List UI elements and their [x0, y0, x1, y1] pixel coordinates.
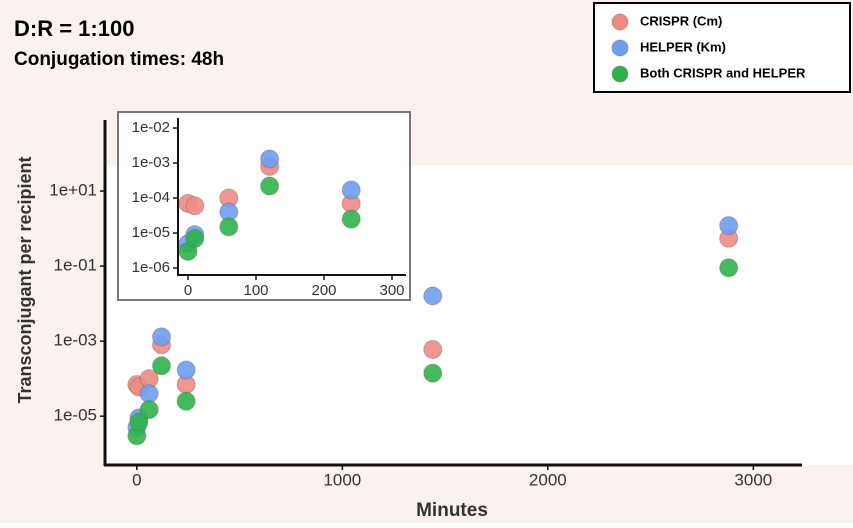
point: [153, 328, 171, 346]
legend-label: HELPER (Km): [640, 39, 726, 54]
y-tick-label: 1e+01: [49, 181, 97, 200]
y-tick-label: 1e-04: [132, 189, 170, 206]
legend-marker: [612, 14, 628, 30]
x-tick-label: 1000: [323, 470, 361, 489]
legend-label: CRISPR (Cm): [640, 13, 722, 28]
chart: D:R = 1:100 Conjugation times: 48h Minut…: [0, 0, 853, 523]
y-tick-label: 1e-05: [132, 224, 170, 241]
y-axis-label: Transconjugant per recipient: [15, 156, 35, 403]
x-tick-label: 0: [184, 282, 192, 299]
point: [424, 340, 442, 358]
chart-title: D:R = 1:100: [14, 16, 134, 41]
x-axis-label: Minutes: [416, 500, 488, 521]
legend-marker: [612, 66, 628, 82]
legend-label: Both CRISPR and HELPER: [640, 65, 806, 80]
y-tick-label: 1e-01: [54, 256, 97, 275]
y-tick-label: 1e-05: [54, 406, 97, 425]
point: [140, 401, 158, 419]
point: [186, 197, 204, 215]
point: [261, 150, 279, 168]
chart-subtitle: Conjugation times: 48h: [14, 49, 224, 70]
point: [140, 385, 158, 403]
point: [186, 229, 204, 247]
x-tick-label: 2000: [529, 470, 567, 489]
point: [342, 181, 360, 199]
x-tick-label: 300: [379, 282, 404, 299]
point: [720, 259, 738, 277]
point: [261, 177, 279, 195]
legend-marker: [612, 40, 628, 56]
y-tick-label: 1e-06: [132, 259, 170, 276]
y-tick-label: 1e-02: [132, 119, 170, 136]
y-tick-label: 1e-03: [54, 331, 97, 350]
point: [220, 218, 238, 236]
point: [424, 287, 442, 305]
x-tick-label: 200: [311, 282, 336, 299]
x-tick-label: 3000: [734, 470, 772, 489]
y-tick-label: 1e-03: [132, 154, 170, 171]
point: [342, 210, 360, 228]
point: [177, 361, 195, 379]
point: [153, 357, 171, 375]
x-tick-label: 0: [132, 470, 141, 489]
point: [177, 392, 195, 410]
point: [720, 217, 738, 235]
point: [424, 364, 442, 382]
x-tick-label: 100: [243, 282, 268, 299]
